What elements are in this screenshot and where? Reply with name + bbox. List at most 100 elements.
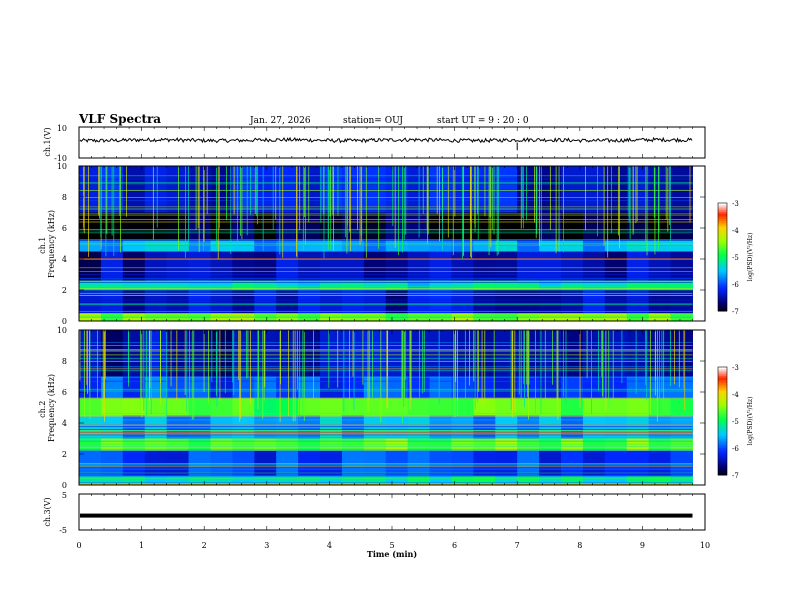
- psd-cell: [341, 438, 365, 451]
- colorbar-cell: [718, 246, 727, 249]
- psd-cell: [320, 280, 343, 290]
- psd-cell: [144, 280, 168, 290]
- psd-cell: [188, 475, 211, 485]
- colorbar-cell: [718, 377, 727, 381]
- colorbar-tick-label: -3: [732, 364, 739, 372]
- psd-cell: [582, 398, 606, 416]
- psd-cell: [144, 330, 168, 377]
- psd-cell: [298, 212, 321, 241]
- colorbar-cell: [718, 381, 727, 384]
- time-tick-label: 0: [76, 541, 81, 550]
- colorbar-label: log(PSD)(V²/Hz): [747, 233, 754, 282]
- psd-cell: [363, 280, 387, 290]
- psd-cell: [210, 212, 233, 241]
- psd-cell: [320, 166, 343, 213]
- psd-cell: [385, 212, 409, 241]
- psd-cell: [604, 330, 628, 377]
- colorbar-tick-label: -7: [732, 472, 739, 480]
- psd-cell: [539, 330, 562, 377]
- ch1-colorbar: -3 -4 -5 -6 -7 log(PSD)(V²/Hz): [717, 200, 754, 316]
- colorbar-cell: [718, 471, 727, 474]
- psd-cell: [473, 475, 496, 485]
- colorbar-cell: [718, 222, 727, 226]
- psd-cell: [626, 475, 650, 485]
- ch1-freq-ylabel: ch.1 Frequency (kHz): [38, 210, 56, 278]
- psd-cell: [100, 438, 124, 451]
- psd-cell: [561, 450, 584, 476]
- psd-cell: [210, 398, 233, 416]
- psd-cell: [648, 475, 672, 485]
- psd-cell: [539, 398, 562, 416]
- psd-cell: [254, 450, 277, 476]
- colorbar-cell: [718, 440, 727, 444]
- colorbar-cell: [718, 464, 727, 467]
- psd-cell: [122, 251, 146, 281]
- psd-cell: [363, 398, 387, 416]
- colorbar-cell: [718, 462, 727, 465]
- colorbar-cell: [718, 376, 727, 379]
- colorbar-cell: [718, 406, 727, 409]
- colorbar-cell: [718, 394, 727, 397]
- psd-cell: [320, 450, 343, 476]
- psd-cell: [539, 438, 562, 451]
- psd-cell: [298, 398, 321, 416]
- psd-cell: [363, 376, 387, 399]
- colorbar-tick-label: -6: [732, 281, 739, 289]
- psd-cell: [539, 376, 562, 399]
- psd-cell: [100, 450, 124, 476]
- psd-cell: [495, 330, 518, 377]
- colorbar-cell: [718, 451, 727, 454]
- psd-cell: [451, 280, 474, 290]
- psd-cell: [320, 251, 343, 281]
- colorbar-cell: [718, 390, 727, 393]
- psd-cell: [670, 450, 693, 476]
- colorbar-cell: [718, 367, 727, 370]
- psd-cell: [670, 398, 693, 416]
- colorbar-cell: [718, 428, 727, 431]
- psd-cell: [495, 438, 518, 451]
- colorbar-cell: [718, 421, 727, 424]
- colorbar-cell: [718, 287, 727, 290]
- psd-cell: [429, 280, 452, 290]
- freq-tick-label: 6: [62, 388, 67, 397]
- psd-cell: [341, 376, 365, 399]
- psd-cell: [626, 166, 650, 213]
- colorbar-cell: [718, 460, 727, 463]
- psd-cell: [188, 166, 211, 213]
- psd-cell: [341, 475, 365, 485]
- colorbar-cell: [718, 417, 727, 420]
- psd-cell: [363, 212, 387, 241]
- time-tick-label: 3: [264, 541, 269, 550]
- psd-cell: [320, 212, 343, 241]
- psd-cell: [670, 475, 693, 485]
- freq-tick-label: 0: [62, 481, 67, 490]
- psd-cell: [166, 438, 190, 451]
- colorbar-cell: [718, 289, 727, 292]
- psd-cell: [320, 330, 343, 377]
- ch1-voltage-frame: [78, 126, 706, 159]
- ch1-spectrogram-image: [79, 166, 693, 322]
- psd-cell: [385, 438, 409, 451]
- psd-cell: [188, 438, 211, 451]
- psd-cell: [670, 251, 693, 281]
- colorbar-cell: [718, 433, 727, 436]
- psd-cell: [188, 212, 211, 241]
- psd-cell: [320, 398, 343, 416]
- psd-cell: [341, 450, 365, 476]
- psd-cell: [166, 330, 190, 377]
- psd-cell: [429, 398, 452, 416]
- colorbar-cell: [718, 204, 727, 208]
- psd-cell: [166, 475, 190, 485]
- psd-cell: [363, 438, 387, 451]
- colorbar-cell: [718, 305, 727, 308]
- colorbar-cell: [718, 276, 727, 280]
- psd-cell: [276, 475, 299, 485]
- psd-cell: [232, 251, 255, 281]
- psd-cell: [407, 398, 431, 416]
- colorbar-frame: [717, 202, 728, 312]
- ch3v-ylabel: ch.3(V): [43, 497, 52, 526]
- psd-cell: [473, 280, 496, 290]
- psd-cell: [363, 330, 387, 377]
- psd-cell: [144, 475, 168, 485]
- psd-cell: [582, 330, 606, 377]
